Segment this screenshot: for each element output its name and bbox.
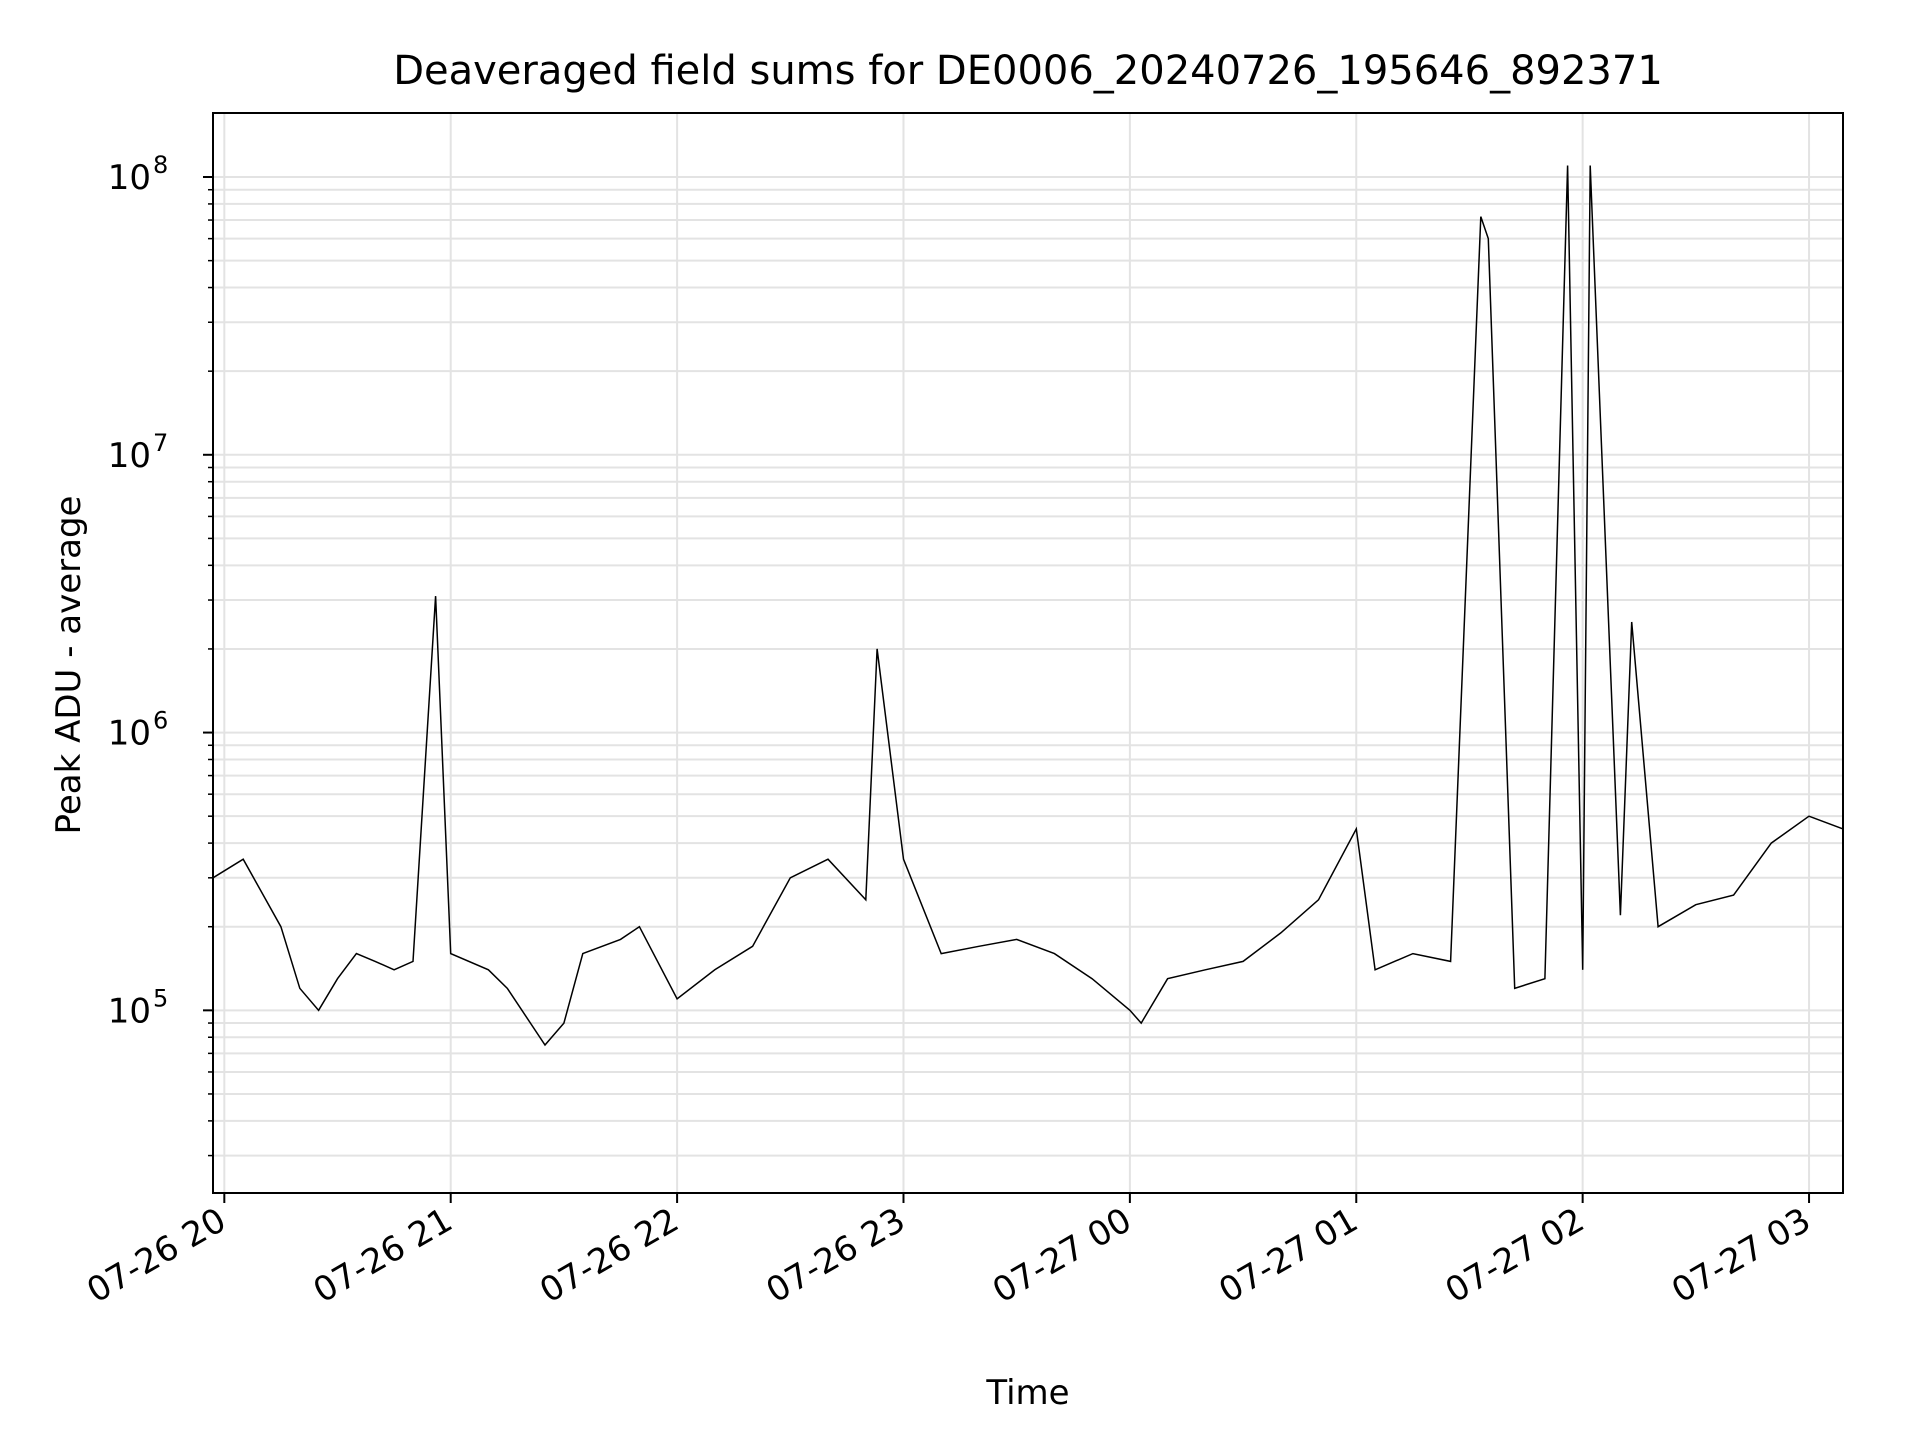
grid-lines [213,113,1843,1193]
x-axis-label: Time [985,1373,1069,1413]
y-tick-label-exponent: 8 [153,151,168,179]
y-tick-label: 10 [108,991,151,1031]
y-tick-label-exponent: 5 [153,984,168,1012]
y-tick-label-exponent: 7 [153,429,168,457]
y-tick-label: 10 [108,436,151,476]
series-line [212,165,1844,1047]
y-tick-label: 10 [108,158,151,198]
plot-area [212,165,1844,1047]
y-axis-label: Peak ADU - average [49,496,89,835]
y-tick-label: 10 [108,714,151,754]
chart-title: Deaveraged field sums for DE0006_2024072… [393,48,1663,94]
axes-frame [212,112,1844,1194]
y-tick-label-exponent: 6 [153,707,168,735]
